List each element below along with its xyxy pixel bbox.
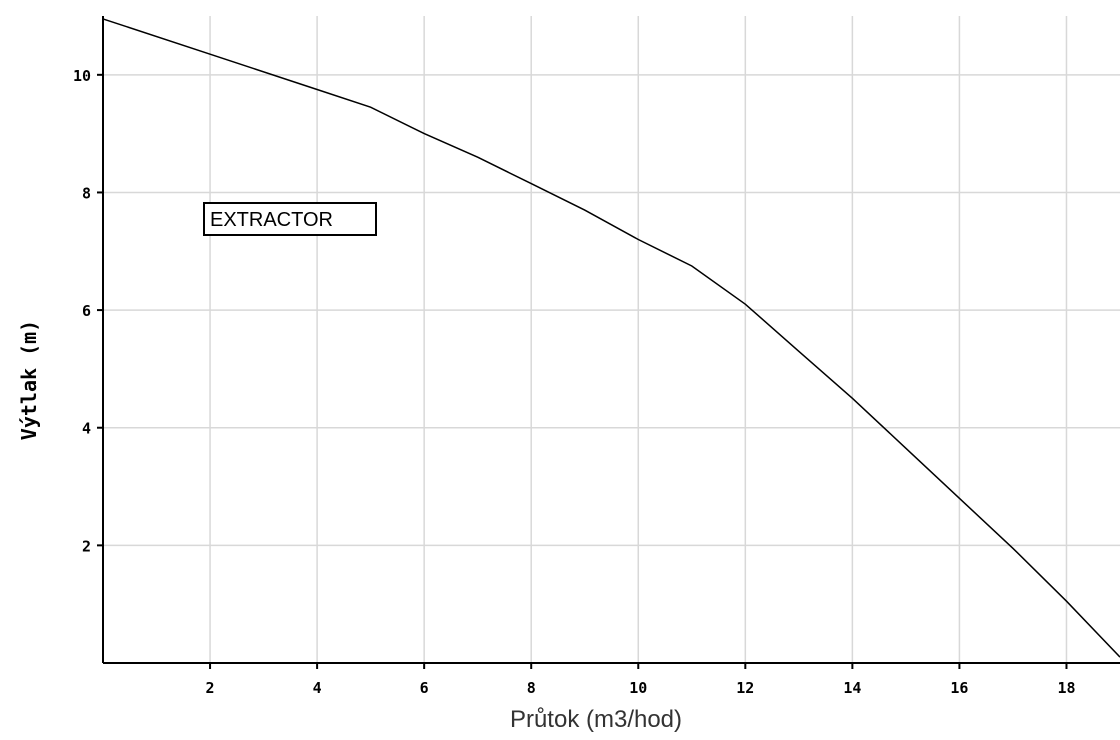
annotation-frame — [203, 202, 377, 236]
x-tick-label: 2 — [206, 679, 215, 697]
series-layer — [102, 18, 1120, 658]
x-tick-label: 14 — [843, 679, 861, 697]
x-tick-label: 4 — [313, 679, 322, 697]
tick-labels: 2 4 6 8 10 12 14 16 18 2 4 6 8 10 — [73, 67, 1076, 697]
grid — [103, 16, 1120, 663]
y-tick-label: 10 — [73, 67, 91, 85]
x-axis-label: Průtok (m3/hod) — [510, 706, 682, 733]
y-tick-label: 4 — [82, 420, 91, 438]
x-tick-label: 18 — [1057, 679, 1075, 697]
annotation-box: EXTRACTOR — [203, 202, 377, 236]
x-tick-label: 16 — [950, 679, 968, 697]
x-tick-label: 10 — [629, 679, 647, 697]
y-tick-label: 2 — [82, 537, 91, 555]
axes — [102, 16, 1120, 664]
x-tick-label: 12 — [736, 679, 754, 697]
series-line-1 — [102, 18, 1120, 658]
y-tick-label: 6 — [82, 302, 91, 320]
x-tick-label: 6 — [420, 679, 429, 697]
x-tick-label: 8 — [527, 679, 536, 697]
annotation-label: EXTRACTOR — [210, 209, 333, 231]
y-tick-label: 8 — [82, 184, 91, 202]
y-axis-label: Výtlak (m) — [17, 320, 41, 440]
